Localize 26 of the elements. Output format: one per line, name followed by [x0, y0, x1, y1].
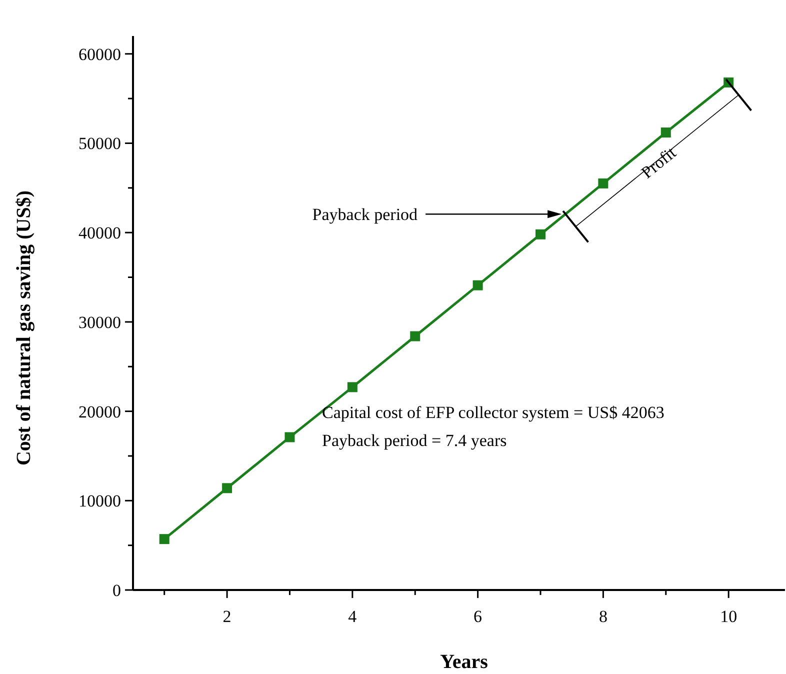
annotation: Capital cost of EFP collector system = US$ 42063 — [322, 403, 664, 422]
point — [660, 128, 671, 138]
point — [159, 534, 170, 544]
point — [536, 229, 546, 240]
y-tick-label: 40000 — [78, 224, 121, 243]
y-tick-label: 50000 — [78, 134, 121, 154]
y-tick-label: 30000 — [78, 312, 121, 332]
y-axis-title: Cost of natural gas saving (US$) — [13, 190, 35, 466]
x-tick-label: 4 — [348, 607, 358, 626]
point — [347, 382, 358, 392]
x-tick-label: 8 — [598, 607, 608, 626]
x-tick-label: 2 — [222, 607, 232, 626]
x-tick-label: 6 — [474, 607, 482, 626]
x-tick-label: 10 — [720, 607, 738, 626]
annotation: Payback period — [312, 205, 418, 224]
y-tick-label: 60000 — [78, 44, 121, 64]
y-tick-label: 10000 — [78, 492, 121, 511]
x-axis-title: Years — [440, 651, 488, 673]
y-tick-label: 0 — [112, 581, 121, 600]
annotation: Payback period = 7.4 years — [322, 431, 507, 450]
y-tick-label: 20000 — [78, 402, 121, 422]
point — [410, 331, 420, 342]
point — [472, 280, 483, 290]
point — [222, 483, 232, 494]
point — [598, 178, 608, 188]
point — [284, 432, 295, 442]
